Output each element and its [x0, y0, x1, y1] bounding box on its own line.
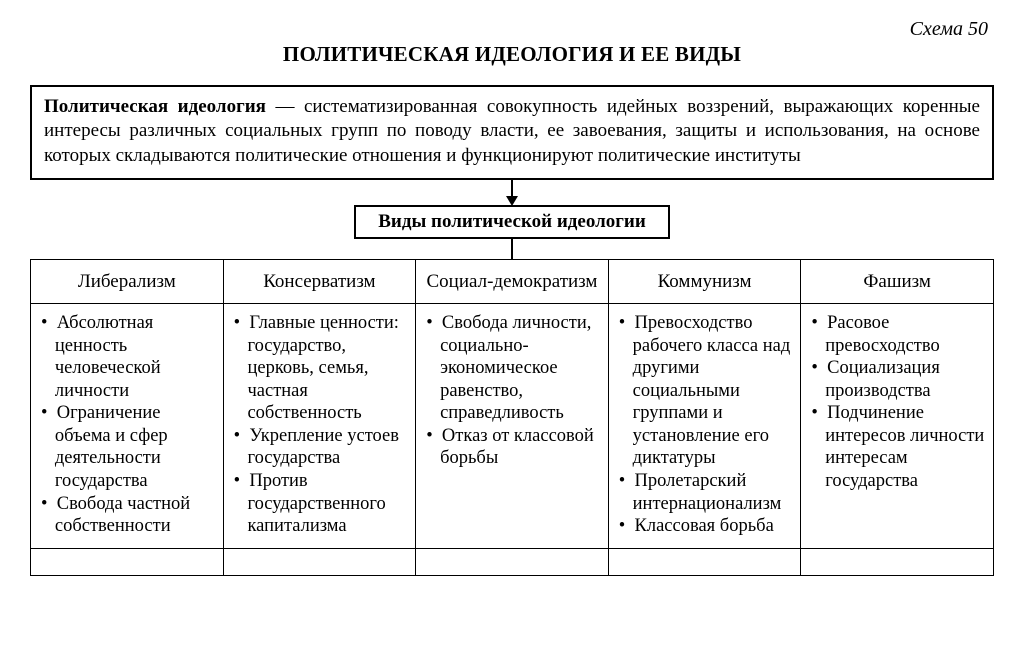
- empty-cell: [223, 548, 416, 575]
- bullet-point: Превосходство рабочего класса над другим…: [619, 312, 793, 470]
- cell-fascism: Расовое превосходство Социализация произ…: [801, 304, 994, 549]
- table-header-row: Либерализм Консерватизм Социал-демократи…: [31, 259, 994, 303]
- bullet-point: Расовое превосходство: [811, 312, 985, 357]
- cell-communism: Превосходство рабочего класса над другим…: [608, 304, 801, 549]
- cell-socdem: Свобода личности, социально-экономическо…: [416, 304, 609, 549]
- ideologies-table: Либерализм Консерватизм Социал-демократи…: [30, 259, 994, 576]
- page: Схема 50 ПОЛИТИЧЕСКАЯ ИДЕОЛОГИЯ И ЕЕ ВИД…: [0, 0, 1024, 576]
- bullet-point: Абсолютная ценность человеческой личност…: [41, 312, 215, 402]
- col-header: Фашизм: [801, 259, 994, 303]
- empty-cell: [608, 548, 801, 575]
- col-header: Консерватизм: [223, 259, 416, 303]
- col-header: Коммунизм: [608, 259, 801, 303]
- bullet-point: Главные ценности: государство, церковь, …: [234, 312, 408, 425]
- bullet-point: Ограничение объема и сфер деятельности г…: [41, 402, 215, 492]
- col-header: Социал-демократизм: [416, 259, 609, 303]
- bullet-point: Против государственного капитализма: [234, 470, 408, 538]
- connector-line-2: [511, 239, 513, 259]
- col-header: Либерализм: [31, 259, 224, 303]
- bullet-point: Подчинение интересов личности интересам …: [811, 402, 985, 492]
- bullet-point: Свобода личности, социально-экономическо…: [426, 312, 600, 425]
- bullet-point: Пролетарский интернационализм: [619, 470, 793, 515]
- kinds-label-box: Виды политической идеологии: [354, 205, 670, 239]
- empty-cell: [416, 548, 609, 575]
- scheme-label: Схема 50: [910, 18, 988, 41]
- cell-conservatism: Главные ценности: государство, церковь, …: [223, 304, 416, 549]
- table-row: Абсолютная ценность человеческой личност…: [31, 304, 994, 549]
- definition-box: Политическая идеология — систематизирова…: [30, 85, 994, 180]
- bullet-point: Отказ от классовой борьбы: [426, 425, 600, 470]
- bullet-point: Укрепление устоев государства: [234, 425, 408, 470]
- bullet-point: Классовая борьба: [619, 515, 793, 538]
- bullet-point: Свобода частной собственности: [41, 493, 215, 538]
- connector: Виды политической идеологии: [24, 180, 1000, 259]
- empty-cell: [801, 548, 994, 575]
- bullet-point: Социализация производства: [811, 357, 985, 402]
- definition-term: Политическая идеология: [44, 96, 266, 117]
- empty-cell: [31, 548, 224, 575]
- table-empty-row: [31, 548, 994, 575]
- cell-liberalism: Абсолютная ценность человеческой личност…: [31, 304, 224, 549]
- page-title: ПОЛИТИЧЕСКАЯ ИДЕОЛОГИЯ И ЕЕ ВИДЫ: [24, 42, 1000, 67]
